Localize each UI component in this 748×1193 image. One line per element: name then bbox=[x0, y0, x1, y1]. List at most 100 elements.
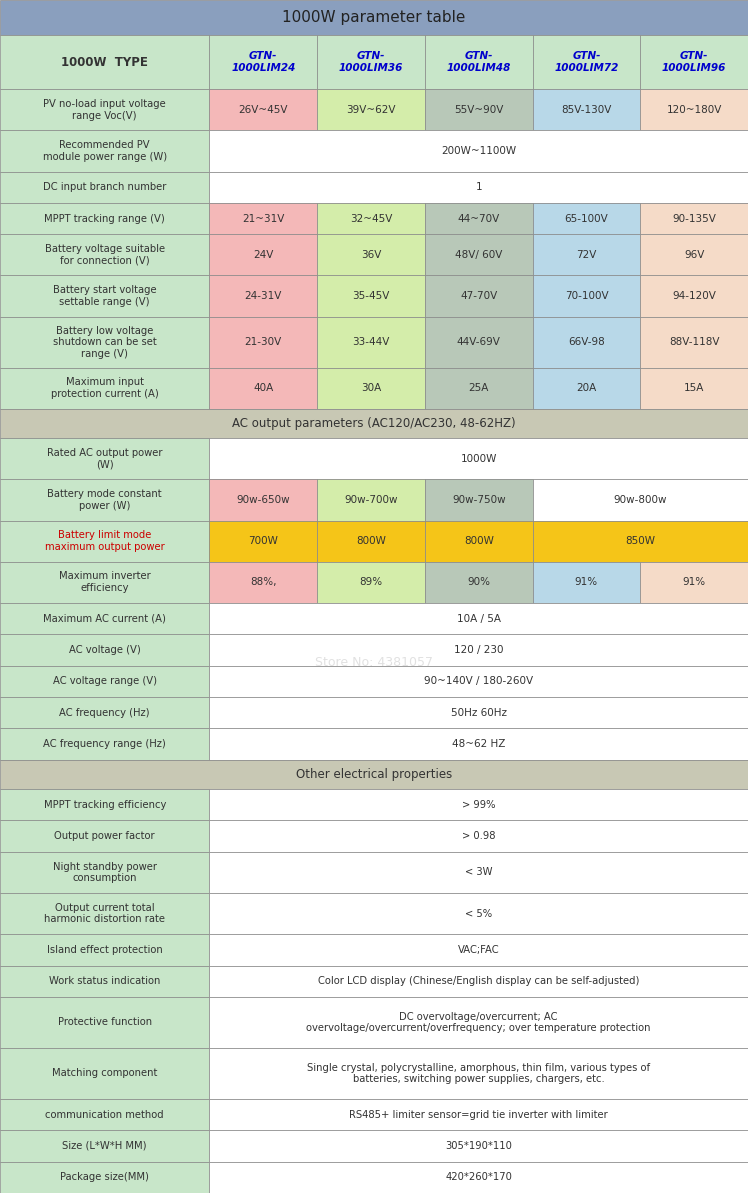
Bar bbox=[209, 1099, 748, 1130]
Text: 48~62 HZ: 48~62 HZ bbox=[452, 738, 506, 749]
Bar bbox=[533, 562, 640, 602]
Text: 1: 1 bbox=[476, 183, 482, 192]
Bar bbox=[0, 562, 209, 602]
Bar bbox=[0, 1047, 209, 1099]
Text: 33-44V: 33-44V bbox=[352, 338, 390, 347]
Text: 48V/ 60V: 48V/ 60V bbox=[455, 249, 503, 260]
Text: Battery start voltage
settable range (V): Battery start voltage settable range (V) bbox=[53, 285, 156, 307]
Bar bbox=[209, 697, 748, 729]
Bar bbox=[317, 89, 425, 130]
Text: 40A: 40A bbox=[253, 383, 274, 394]
Text: Work status indication: Work status indication bbox=[49, 976, 160, 987]
Text: 21-30V: 21-30V bbox=[245, 338, 282, 347]
Bar bbox=[209, 234, 317, 276]
Bar bbox=[0, 89, 209, 130]
Bar bbox=[317, 480, 425, 520]
Bar bbox=[209, 635, 748, 666]
Text: 70-100V: 70-100V bbox=[565, 291, 608, 301]
Text: 90%: 90% bbox=[468, 577, 490, 587]
Text: Other electrical properties: Other electrical properties bbox=[296, 768, 452, 781]
Text: AC voltage range (V): AC voltage range (V) bbox=[52, 676, 157, 686]
Bar bbox=[640, 316, 748, 367]
Bar bbox=[209, 276, 317, 316]
Bar bbox=[209, 36, 317, 89]
Text: 420*260*170: 420*260*170 bbox=[445, 1173, 512, 1182]
Text: AC frequency range (Hz): AC frequency range (Hz) bbox=[43, 738, 166, 749]
Bar bbox=[209, 1130, 748, 1162]
Text: Matching component: Matching component bbox=[52, 1069, 157, 1078]
Bar bbox=[0, 852, 209, 894]
Text: 90-135V: 90-135V bbox=[672, 214, 716, 223]
Bar bbox=[640, 562, 748, 602]
Bar bbox=[640, 234, 748, 276]
Text: 200W~1100W: 200W~1100W bbox=[441, 146, 516, 156]
Bar bbox=[209, 480, 317, 520]
Text: 1000W: 1000W bbox=[461, 453, 497, 464]
Bar bbox=[0, 203, 209, 234]
Bar bbox=[0, 635, 209, 666]
Text: 94-120V: 94-120V bbox=[672, 291, 716, 301]
Text: GTN-
1000LIM36: GTN- 1000LIM36 bbox=[339, 51, 403, 73]
Text: 120~180V: 120~180V bbox=[666, 105, 722, 115]
Bar bbox=[209, 894, 748, 934]
Bar bbox=[0, 1162, 209, 1193]
Bar bbox=[0, 1130, 209, 1162]
Bar bbox=[640, 367, 748, 409]
Bar bbox=[0, 894, 209, 934]
Bar bbox=[209, 666, 748, 697]
Text: GTN-
1000LIM72: GTN- 1000LIM72 bbox=[554, 51, 619, 73]
Text: 35-45V: 35-45V bbox=[352, 291, 390, 301]
Bar bbox=[0, 367, 209, 409]
Bar bbox=[0, 729, 209, 760]
Bar bbox=[0, 697, 209, 729]
Bar bbox=[209, 562, 317, 602]
Bar bbox=[317, 562, 425, 602]
Bar bbox=[209, 1162, 748, 1193]
Text: 1000W parameter table: 1000W parameter table bbox=[282, 11, 466, 25]
Bar bbox=[0, 666, 209, 697]
Bar bbox=[0, 130, 209, 172]
Text: > 99%: > 99% bbox=[462, 799, 495, 810]
Bar bbox=[533, 276, 640, 316]
Bar bbox=[209, 934, 748, 965]
Bar bbox=[425, 480, 533, 520]
Bar bbox=[533, 367, 640, 409]
Text: Battery low voltage
shutdown can be set
range (V): Battery low voltage shutdown can be set … bbox=[53, 326, 156, 359]
Text: Size (L*W*H MM): Size (L*W*H MM) bbox=[63, 1141, 147, 1151]
Text: PV no-load input voltage
range Voc(V): PV no-load input voltage range Voc(V) bbox=[43, 99, 166, 120]
Bar bbox=[209, 520, 317, 562]
Text: Rated AC output power
(W): Rated AC output power (W) bbox=[47, 447, 162, 470]
Bar bbox=[209, 729, 748, 760]
Text: 91%: 91% bbox=[575, 577, 598, 587]
Text: VAC;FAC: VAC;FAC bbox=[458, 945, 500, 954]
Text: Night standby power
consumption: Night standby power consumption bbox=[52, 861, 157, 883]
Text: 89%: 89% bbox=[360, 577, 382, 587]
Text: 91%: 91% bbox=[683, 577, 705, 587]
Text: Package size(MM): Package size(MM) bbox=[61, 1173, 149, 1182]
Text: 66V-98: 66V-98 bbox=[568, 338, 605, 347]
Text: 1000W  TYPE: 1000W TYPE bbox=[61, 56, 148, 69]
Bar bbox=[0, 789, 209, 821]
Bar bbox=[425, 36, 533, 89]
Bar bbox=[425, 203, 533, 234]
Text: DC input branch number: DC input branch number bbox=[43, 183, 166, 192]
Bar bbox=[209, 203, 317, 234]
Bar bbox=[425, 234, 533, 276]
Bar bbox=[425, 316, 533, 367]
Text: 700W: 700W bbox=[248, 536, 278, 546]
Bar bbox=[0, 760, 748, 789]
Bar bbox=[317, 520, 425, 562]
Text: 44V-69V: 44V-69V bbox=[457, 338, 500, 347]
Bar bbox=[317, 203, 425, 234]
Bar bbox=[0, 520, 209, 562]
Text: 20A: 20A bbox=[576, 383, 597, 394]
Bar bbox=[640, 276, 748, 316]
Text: 32~45V: 32~45V bbox=[350, 214, 392, 223]
Text: 800W: 800W bbox=[356, 536, 386, 546]
Bar bbox=[0, 1099, 209, 1130]
Text: 90w-800w: 90w-800w bbox=[613, 495, 667, 505]
Text: MPPT tracking range (V): MPPT tracking range (V) bbox=[44, 214, 165, 223]
Bar bbox=[425, 276, 533, 316]
Text: Maximum inverter
efficiency: Maximum inverter efficiency bbox=[59, 571, 150, 593]
Bar bbox=[209, 997, 748, 1047]
